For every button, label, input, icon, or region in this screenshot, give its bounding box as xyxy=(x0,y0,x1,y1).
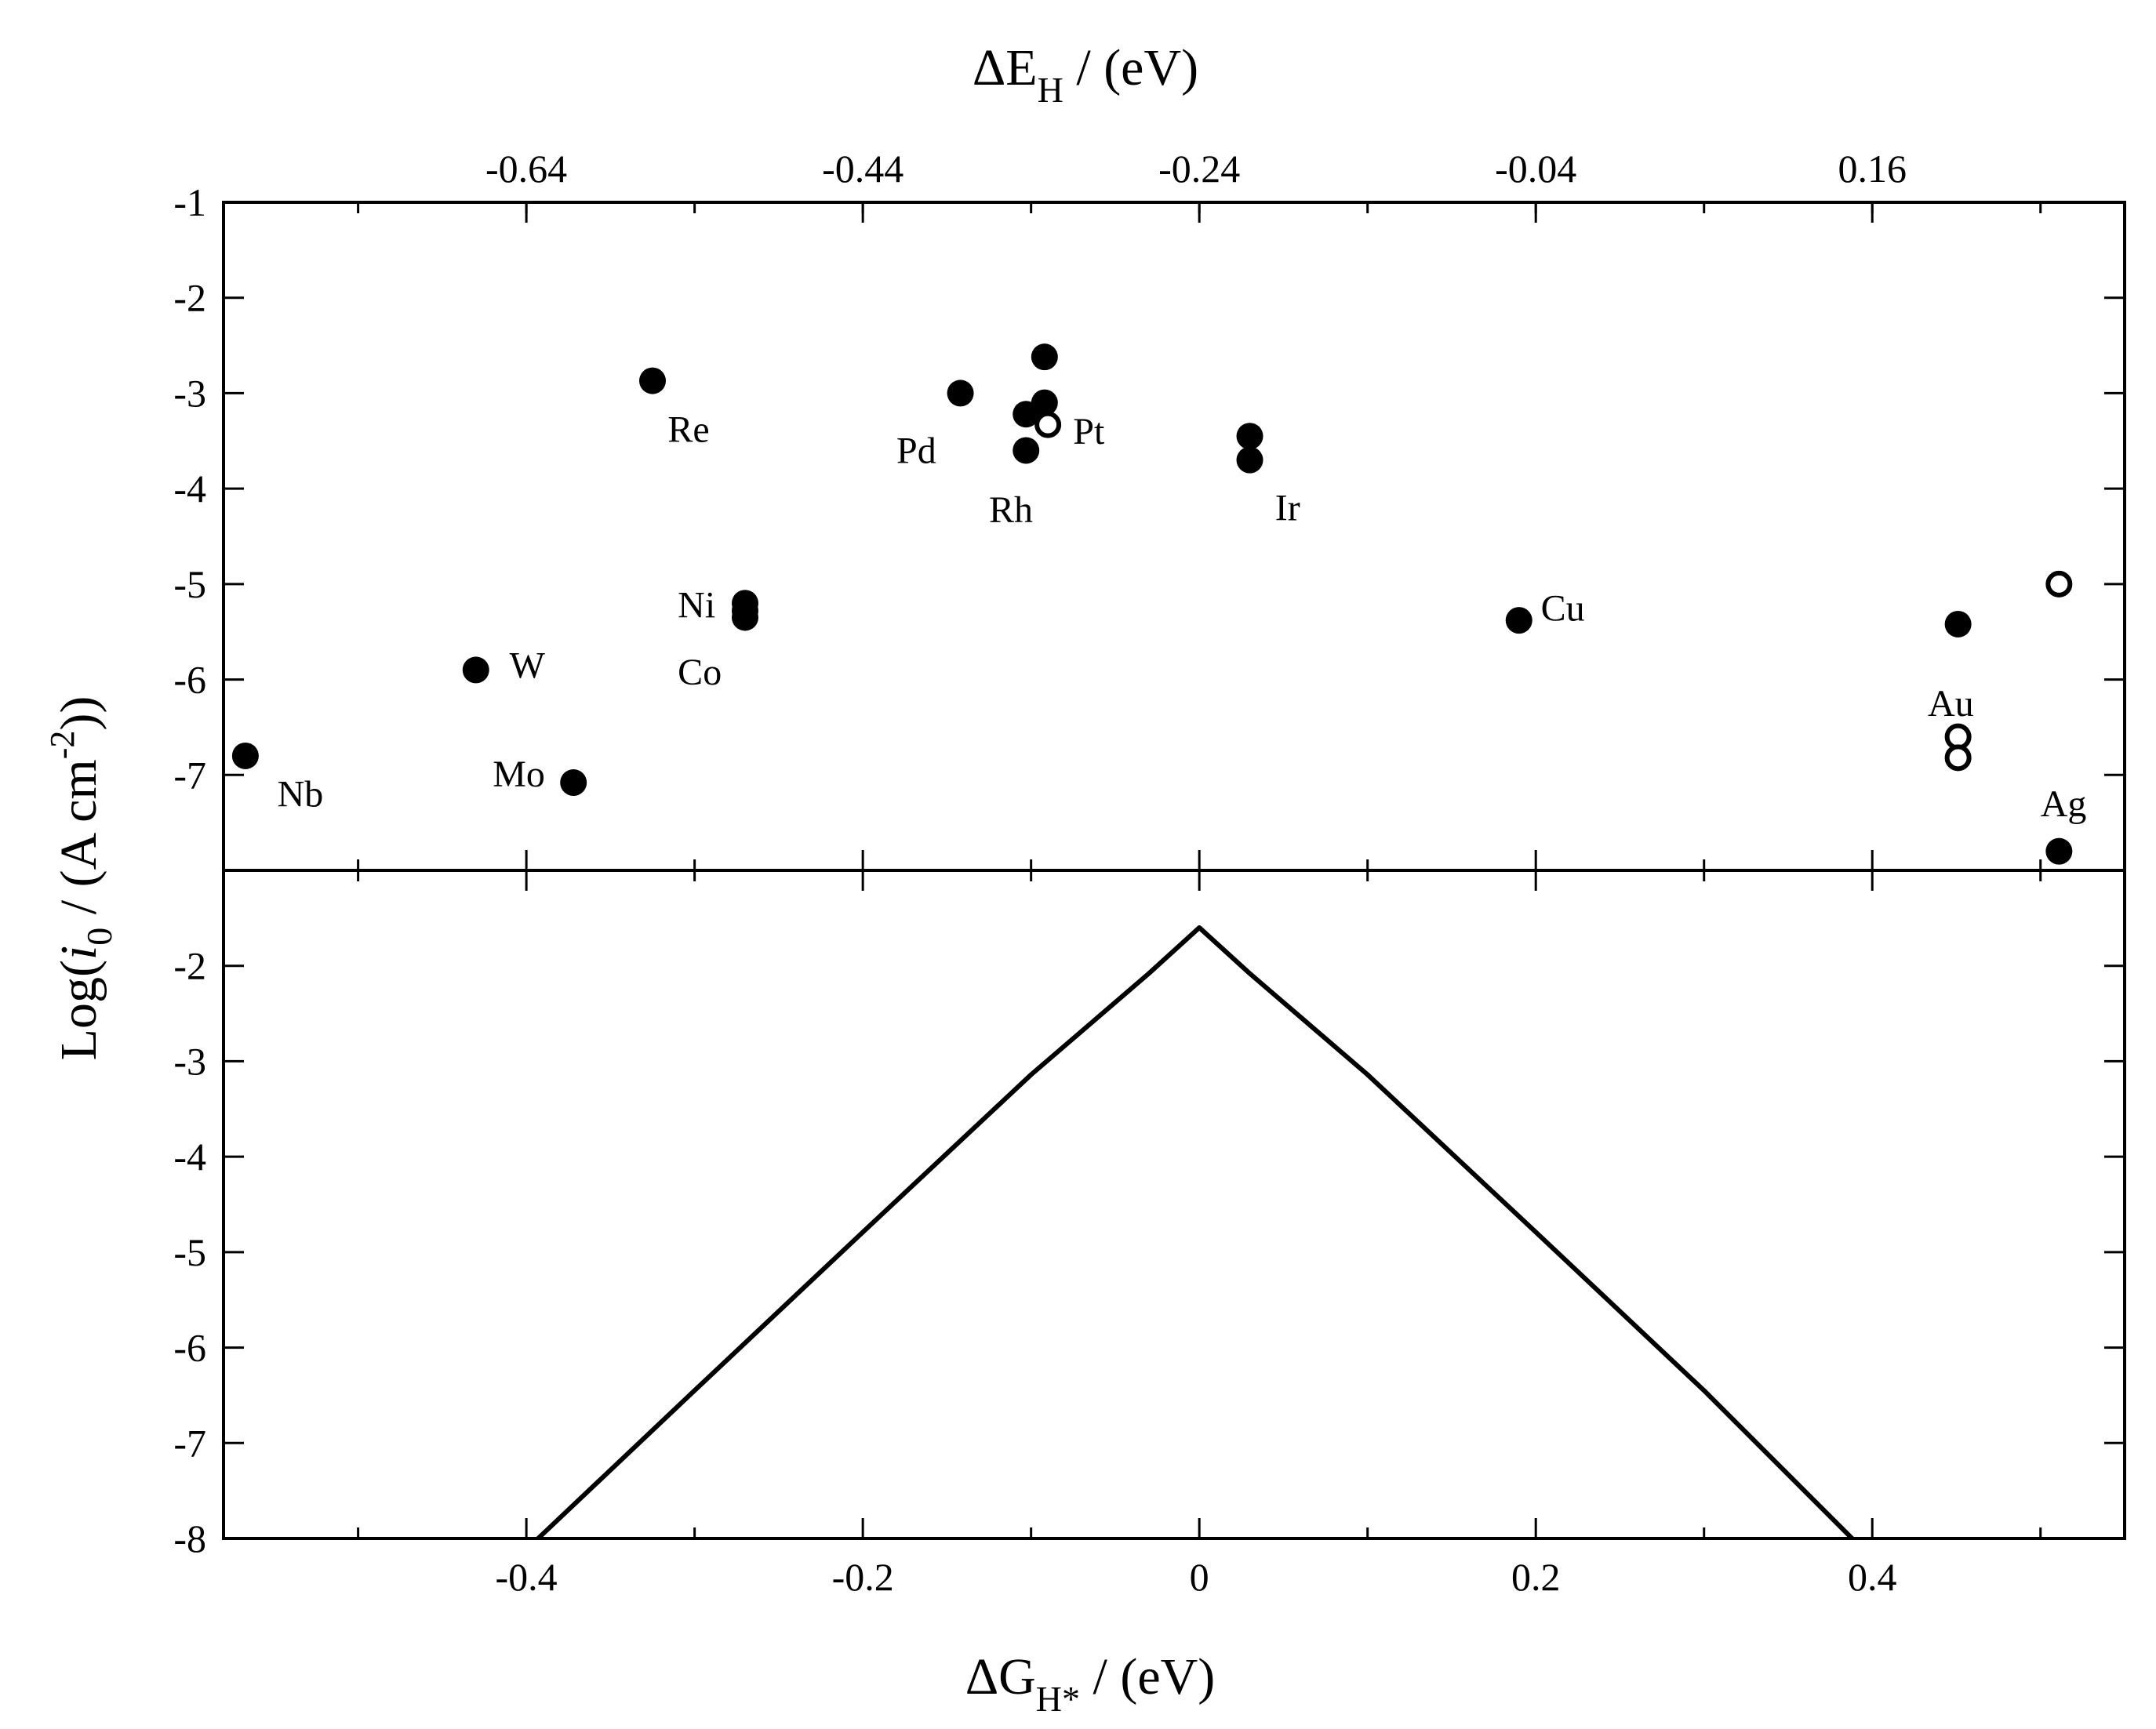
point-label-nb: Nb xyxy=(278,774,324,815)
top-axis-title-main: ΔE xyxy=(973,39,1038,96)
y-axis-title-suffix: )) xyxy=(50,696,107,731)
top-panel-y-tick-label: -2 xyxy=(173,276,206,320)
top-axis-title-sub: H xyxy=(1038,70,1063,110)
bottom-axis-title-rest: / (eV) xyxy=(1080,1648,1215,1705)
point-label-w: W xyxy=(510,645,546,686)
bottom-panel-y-tick-label: -5 xyxy=(173,1230,206,1274)
bottom-axis-tick-label: 0.4 xyxy=(1848,1555,1897,1599)
data-point xyxy=(1236,423,1263,450)
bottom-axis-title-sub: H* xyxy=(1036,1679,1080,1719)
data-point xyxy=(2045,837,2073,865)
top-axis-tick-label: -0.44 xyxy=(822,147,903,191)
data-point xyxy=(1944,610,1972,637)
data-point xyxy=(639,367,667,394)
data-point xyxy=(947,380,974,407)
data-points xyxy=(231,343,2073,865)
point-label-mo: Mo xyxy=(493,754,545,795)
top-panel-y-tick-label: -4 xyxy=(173,467,206,510)
bottom-panel-y-tick-label: -8 xyxy=(173,1517,206,1560)
top-panel-y-tick-label: -5 xyxy=(173,562,206,606)
bottom-panel-y-tick-label: -7 xyxy=(173,1421,206,1465)
point-labels: Nb W Mo Re Ni Co Pd Pt Rh Ir Cu Au Ag xyxy=(278,409,2087,825)
data-point xyxy=(1031,389,1058,416)
data-point-open xyxy=(1944,744,1972,772)
bottom-panel-y-tick-label: -6 xyxy=(173,1326,206,1370)
top-panel-y-tick-label: -7 xyxy=(173,753,206,797)
data-point-open xyxy=(2045,570,2073,598)
data-point xyxy=(231,742,259,769)
bottom-axis-title-main: ΔG xyxy=(965,1648,1036,1705)
y-axis-title-middle: / (A cm xyxy=(50,759,107,927)
top-axis-tick-label: -0.24 xyxy=(1158,147,1240,191)
tick-labels: -0.64 -0.44 -0.24 -0.04 0.16 -0.4 -0.2 0 0.2 0.4 -… xyxy=(173,147,1907,1599)
top-panel-y-tick-label: -1 xyxy=(173,180,206,224)
data-point xyxy=(1505,607,1532,634)
y-axis-title-prefix: Log( xyxy=(50,960,107,1060)
volcano-curve xyxy=(536,925,1854,1541)
top-panel-y-tick-label: -6 xyxy=(173,658,206,702)
svg-text:ΔEH / (eV): ΔEH / (eV) xyxy=(973,39,1198,110)
data-point xyxy=(560,769,587,797)
bottom-axis-tick-label: 0.2 xyxy=(1511,1555,1561,1599)
bottom-panel-y-tick-label: -4 xyxy=(173,1135,206,1179)
point-label-cu: Cu xyxy=(1541,587,1585,629)
data-point-open xyxy=(1034,411,1062,438)
point-label-re: Re xyxy=(667,409,709,451)
y-axis-title-sup: -2 xyxy=(43,731,82,760)
point-label-ir: Ir xyxy=(1275,487,1300,529)
point-label-ni: Ni xyxy=(678,585,715,627)
svg-text:Log(i0 / (A cm-2)): Log(i0 / (A cm-2)) xyxy=(43,696,119,1061)
point-label-pt: Pt xyxy=(1073,411,1105,452)
data-point xyxy=(1013,437,1040,464)
bottom-panel-y-tick-label: -3 xyxy=(173,1039,206,1083)
top-axis-title-rest: / (eV) xyxy=(1063,39,1198,96)
data-point xyxy=(1236,446,1263,474)
point-label-ag: Ag xyxy=(2041,783,2087,825)
data-point xyxy=(1031,343,1058,371)
top-axis-tick-label: 0.16 xyxy=(1838,147,1907,191)
data-point xyxy=(731,604,758,631)
volcano-curve-layer xyxy=(536,925,1854,1541)
y-axis-title-sub: 0 xyxy=(79,928,119,946)
point-label-co: Co xyxy=(678,652,722,693)
top-axis-tick-label: -0.04 xyxy=(1495,147,1576,191)
svg-text:ΔGH* / (eV): ΔGH* / (eV) xyxy=(965,1648,1216,1719)
bottom-axis-tick-label: -0.4 xyxy=(496,1555,558,1599)
y-axis-title: Log(i0 / (A cm-2)) xyxy=(43,696,119,1061)
y-axis-title-italic: i xyxy=(50,946,107,960)
axis-ticks xyxy=(224,201,2125,1540)
data-point xyxy=(462,656,489,684)
bottom-panel-y-tick-label: -2 xyxy=(173,944,206,988)
bottom-axis-title: ΔGH* / (eV) xyxy=(965,1648,1216,1719)
point-label-pd: Pd xyxy=(896,430,936,471)
point-label-rh: Rh xyxy=(989,489,1033,531)
top-axis-title: ΔEH / (eV) xyxy=(973,39,1198,110)
bottom-axis-tick-label: -0.2 xyxy=(832,1555,894,1599)
plot-frame xyxy=(222,201,2126,1540)
top-axis-tick-label: -0.64 xyxy=(485,147,567,191)
point-label-au: Au xyxy=(1928,683,1974,725)
top-panel-y-tick-label: -3 xyxy=(173,371,206,415)
bottom-axis-tick-label: 0 xyxy=(1190,1555,1209,1599)
